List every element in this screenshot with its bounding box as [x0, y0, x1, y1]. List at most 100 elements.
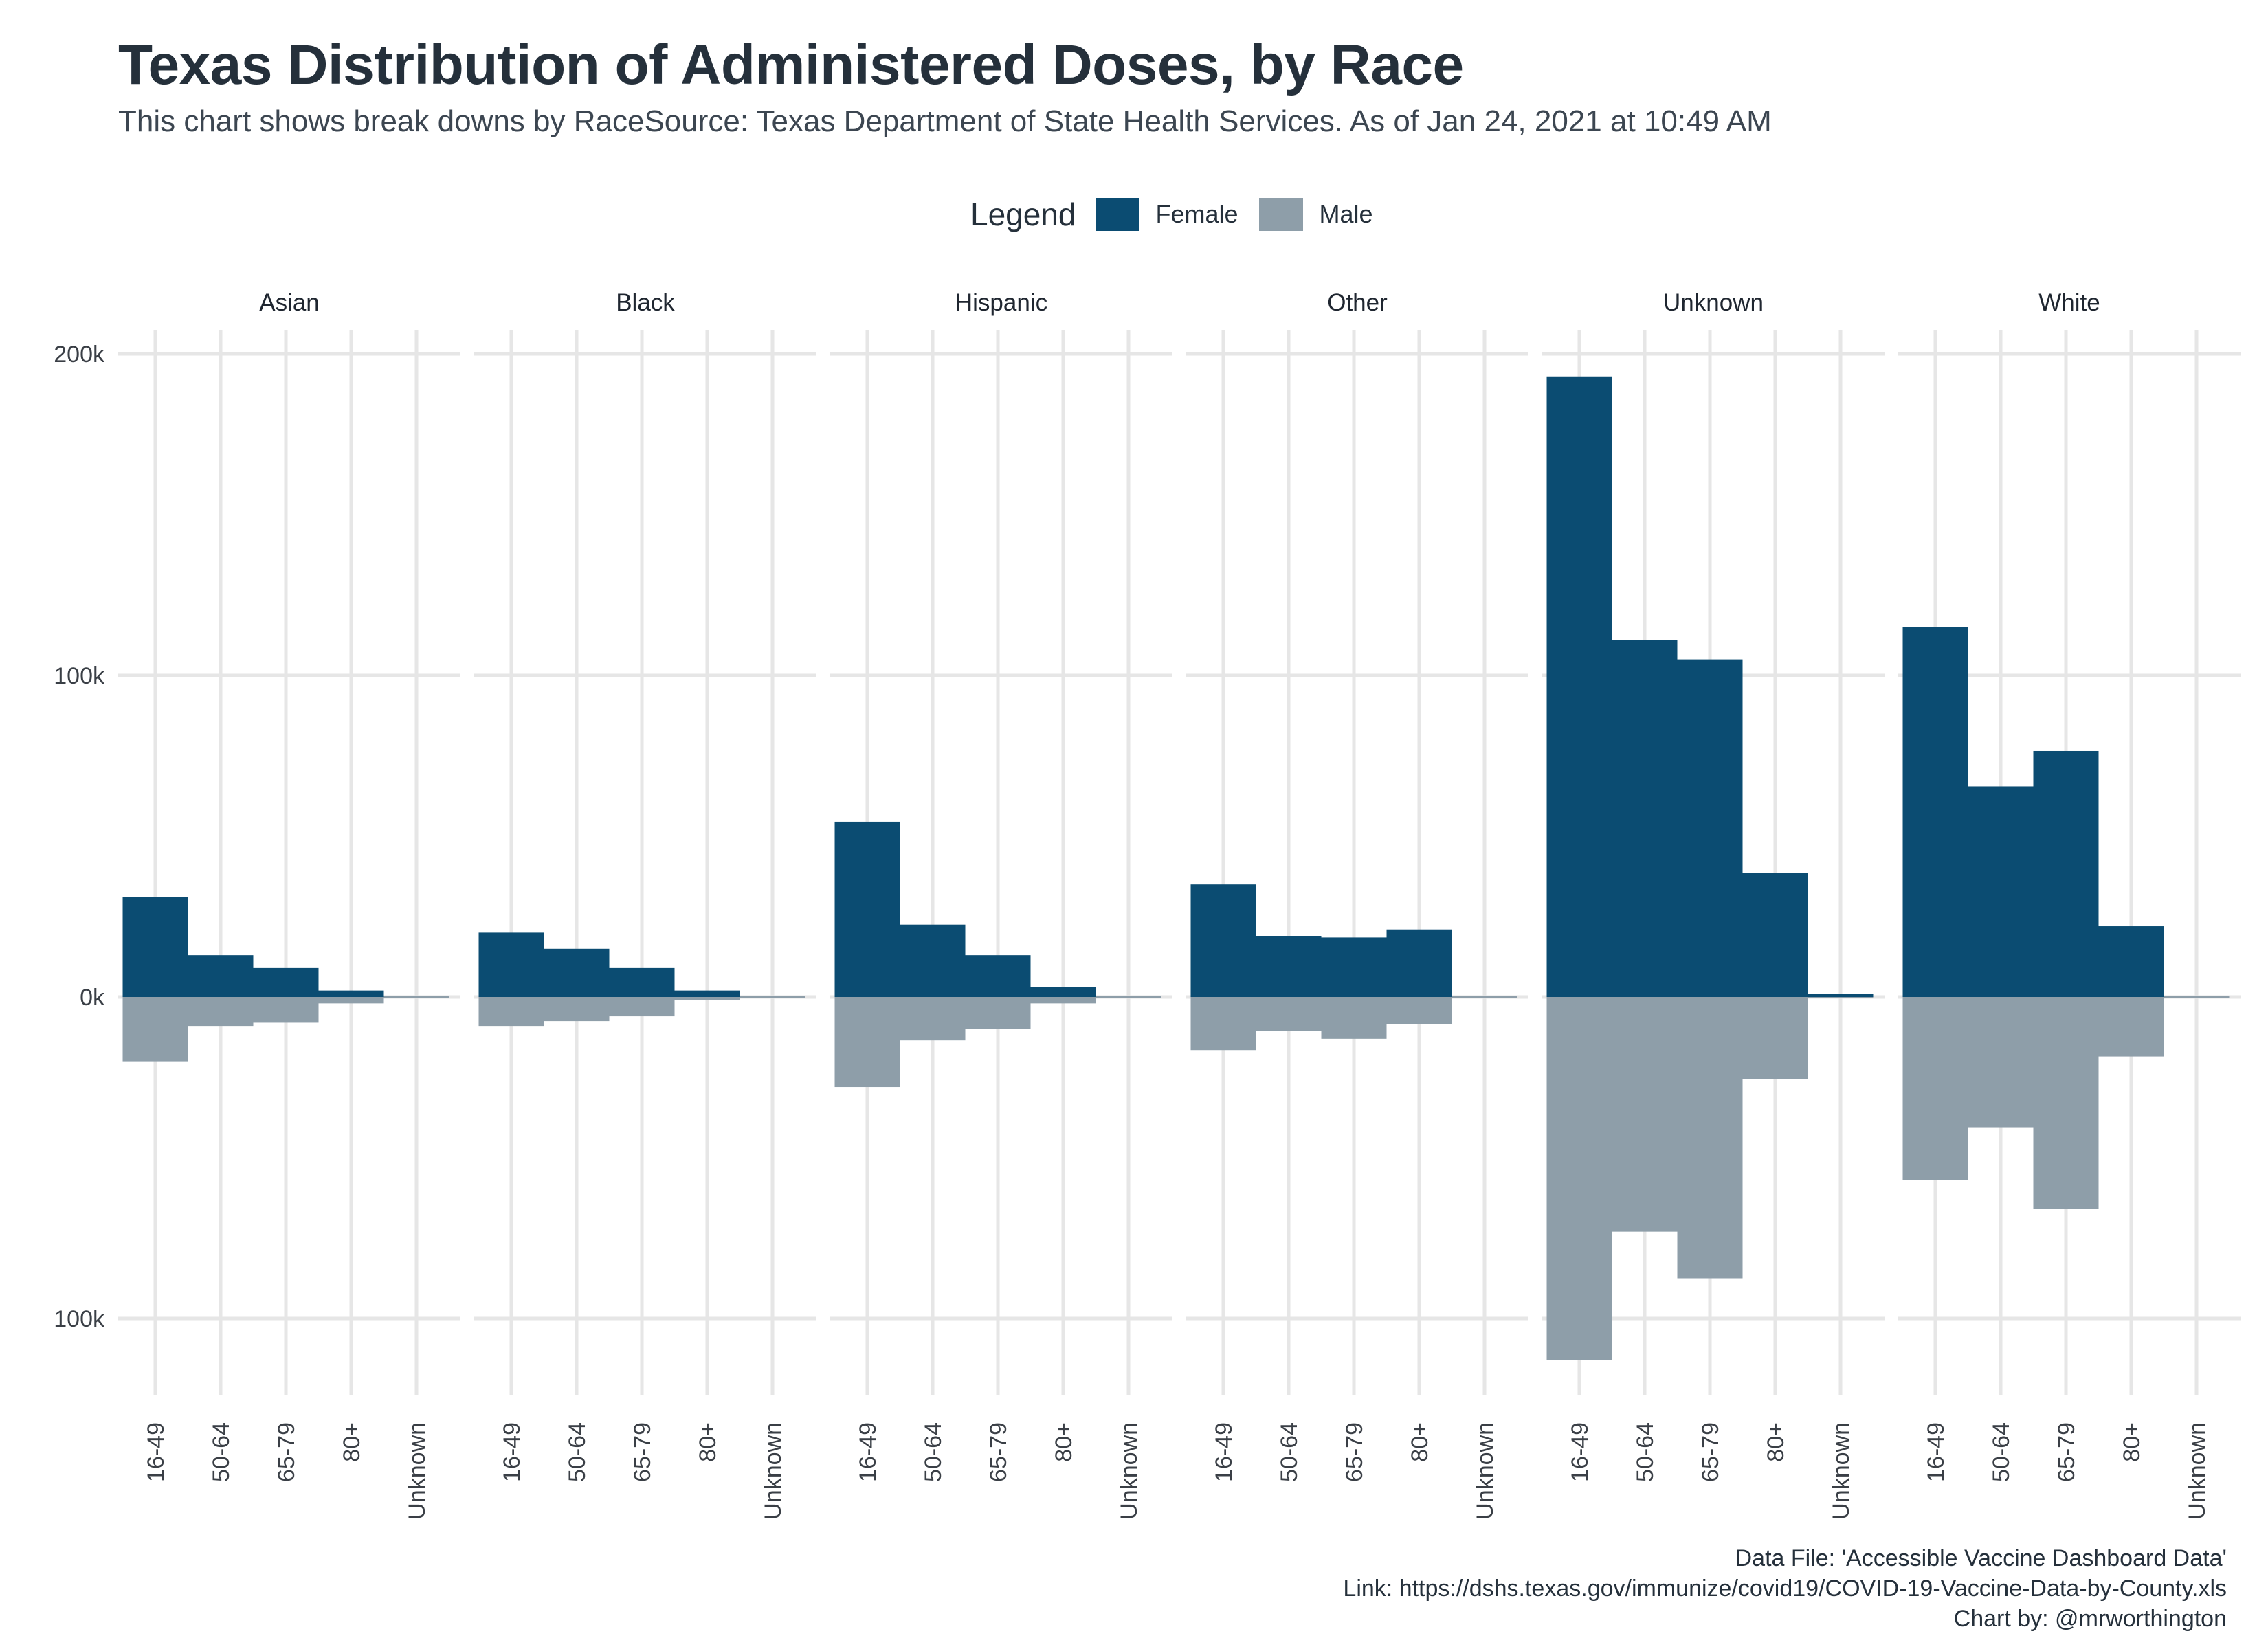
x-tick-label: 16-49 [143, 1422, 169, 1482]
x-tick-label: 65-79 [1698, 1422, 1724, 1482]
x-tick-label: Unknown [2184, 1422, 2210, 1520]
x-tick-label: Unknown [1116, 1422, 1142, 1520]
bar-other-female-65-79 [1321, 937, 1387, 997]
bar-black-female-50-64 [544, 948, 610, 997]
bar-other-male-16-49 [1190, 997, 1256, 1051]
bar-hispanic-female-80+ [1030, 987, 1096, 997]
bar-other-female-80+ [1386, 929, 1452, 997]
caption-data-file: Data File: 'Accessible Vaccine Dashboard… [1735, 1545, 2227, 1571]
bar-white-female-16-49 [1902, 627, 1968, 997]
bar-unknown-male-65-79 [1677, 997, 1743, 1279]
x-tick-label: 16-49 [1923, 1422, 1949, 1482]
bar-asian-male-50-64 [188, 997, 254, 1027]
x-tick-label: 80+ [2119, 1422, 2145, 1462]
x-tick-label: 50-64 [208, 1422, 234, 1482]
x-tick-label: 80+ [1763, 1422, 1789, 1462]
y-tick-label: 200k [54, 341, 105, 368]
bar-asian-female-16-49 [122, 897, 188, 997]
x-tick-label: 50-64 [920, 1422, 946, 1482]
bar-unknown-female-65-79 [1677, 659, 1743, 997]
bar-hispanic-female-16-49 [834, 821, 900, 997]
legend-swatch-female [1095, 198, 1139, 231]
x-tick-label: 65-79 [986, 1422, 1012, 1482]
x-tick-label: 50-64 [1276, 1422, 1302, 1482]
bar-hispanic-male-65-79 [965, 997, 1031, 1029]
bar-white-female-50-64 [1968, 786, 2034, 997]
bar-other-male-50-64 [1256, 997, 1322, 1031]
caption-author: Chart by: @mrworthington [1953, 1606, 2227, 1632]
x-tick-label: 65-79 [2054, 1422, 2080, 1482]
x-tick-label: 80+ [339, 1422, 365, 1462]
x-tick-label: 50-64 [1632, 1422, 1658, 1482]
x-tick-label: 80+ [695, 1422, 721, 1462]
y-tick-label: 100k [54, 663, 105, 689]
bar-black-male-16-49 [478, 997, 544, 1027]
facet-label-other: Other [1327, 289, 1388, 316]
x-tick-label: Unknown [404, 1422, 430, 1520]
legend: Legend Female Male [970, 195, 1394, 234]
bar-hispanic-male-80+ [1030, 997, 1096, 1004]
bar-hispanic-male-16-49 [834, 997, 900, 1088]
bar-white-male-65-79 [2033, 997, 2099, 1209]
bar-hispanic-female-50-64 [900, 924, 966, 997]
bar-asian-female-65-79 [253, 967, 319, 997]
bar-other-male-80+ [1386, 997, 1452, 1024]
y-tick-label: 100k [54, 1306, 105, 1332]
facet-label-unknown: Unknown [1663, 289, 1764, 316]
x-tick-label: 16-49 [855, 1422, 881, 1482]
facet-label-black: Black [616, 289, 675, 316]
x-tick-label: 16-49 [1567, 1422, 1593, 1482]
x-tick-label: Unknown [1828, 1422, 1854, 1520]
bar-white-male-50-64 [1968, 997, 2034, 1128]
facet-label-asian: Asian [259, 289, 320, 316]
legend-label-male: Male [1319, 200, 1373, 228]
y-tick-label: 0k [80, 985, 105, 1011]
bar-black-male-80+ [674, 997, 740, 1000]
bar-unknown-male-50-64 [1612, 997, 1678, 1232]
x-tick-label: 80+ [1051, 1422, 1077, 1462]
legend-item-male: Male [1258, 198, 1373, 231]
chart-title: Texas Distribution of Administered Doses… [118, 34, 1464, 96]
bar-black-female-80+ [674, 990, 740, 997]
chart-subtitle: This chart shows break downs by RaceSour… [118, 104, 1772, 138]
facet-label-hispanic: Hispanic [955, 289, 1047, 316]
x-tick-label: 50-64 [1988, 1422, 2014, 1482]
facet-label-white: White [2038, 289, 2100, 316]
bar-black-female-65-79 [609, 967, 675, 997]
x-tick-label: 16-49 [499, 1422, 525, 1482]
bar-black-male-65-79 [609, 997, 675, 1017]
bar-unknown-female-50-64 [1612, 640, 1678, 997]
bar-asian-male-65-79 [253, 997, 319, 1023]
bar-other-male-65-79 [1321, 997, 1387, 1039]
bar-hispanic-male-50-64 [900, 997, 966, 1041]
bar-asian-male-80+ [318, 997, 384, 1004]
bar-asian-female-80+ [318, 990, 384, 997]
bar-black-male-50-64 [544, 997, 610, 1022]
bar-unknown-male-16-49 [1546, 997, 1612, 1360]
bar-other-female-50-64 [1256, 936, 1322, 997]
legend-swatch-male [1258, 198, 1303, 231]
bar-white-male-16-49 [1902, 997, 1968, 1180]
bar-asian-female-50-64 [188, 955, 254, 997]
x-tick-label: 50-64 [564, 1422, 590, 1482]
bar-unknown-female-80+ [1742, 873, 1808, 997]
legend-title: Legend [970, 197, 1076, 232]
x-tick-label: 65-79 [274, 1422, 300, 1482]
x-tick-label: Unknown [1472, 1422, 1498, 1520]
bar-unknown-male-80+ [1742, 997, 1808, 1079]
bar-other-female-16-49 [1190, 884, 1256, 997]
legend-item-female: Female [1095, 198, 1238, 231]
x-tick-label: 65-79 [630, 1422, 656, 1482]
legend-label-female: Female [1155, 200, 1238, 228]
bar-unknown-female-unknown [1808, 994, 1874, 997]
bar-white-female-80+ [2098, 926, 2164, 997]
x-tick-label: 80+ [1407, 1422, 1433, 1462]
bar-hispanic-female-65-79 [965, 955, 1031, 997]
bar-white-male-80+ [2098, 997, 2164, 1057]
bar-black-female-16-49 [478, 932, 544, 997]
x-tick-label: 65-79 [1342, 1422, 1368, 1482]
bar-white-female-65-79 [2033, 750, 2099, 997]
bar-unknown-female-16-49 [1546, 376, 1612, 997]
x-tick-label: 16-49 [1211, 1422, 1237, 1482]
chart-caption: Data File: 'Accessible Vaccine Dashboard… [1343, 1543, 2227, 1634]
